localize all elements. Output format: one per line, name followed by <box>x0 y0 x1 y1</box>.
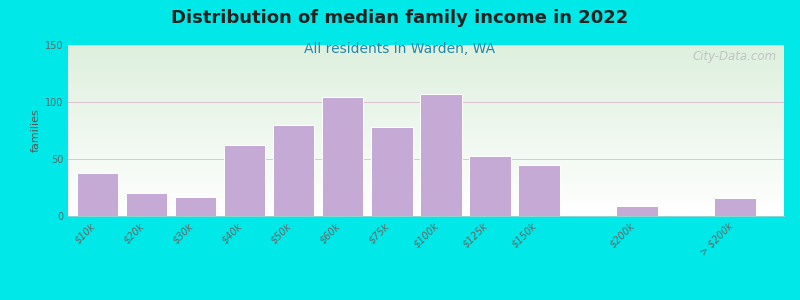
Bar <box>616 206 658 216</box>
Text: Distribution of median family income in 2022: Distribution of median family income in … <box>171 9 629 27</box>
Bar <box>371 127 413 216</box>
Bar <box>126 193 167 216</box>
Bar <box>273 125 314 216</box>
Bar <box>224 145 266 216</box>
Bar <box>714 198 756 216</box>
Y-axis label: families: families <box>30 109 41 152</box>
Text: All residents in Warden, WA: All residents in Warden, WA <box>305 42 495 56</box>
Bar <box>77 173 118 216</box>
Bar <box>174 196 216 216</box>
Bar <box>518 165 560 216</box>
Bar <box>469 156 510 216</box>
Bar <box>322 98 363 216</box>
Text: City-Data.com: City-Data.com <box>693 50 777 63</box>
Bar <box>420 94 462 216</box>
